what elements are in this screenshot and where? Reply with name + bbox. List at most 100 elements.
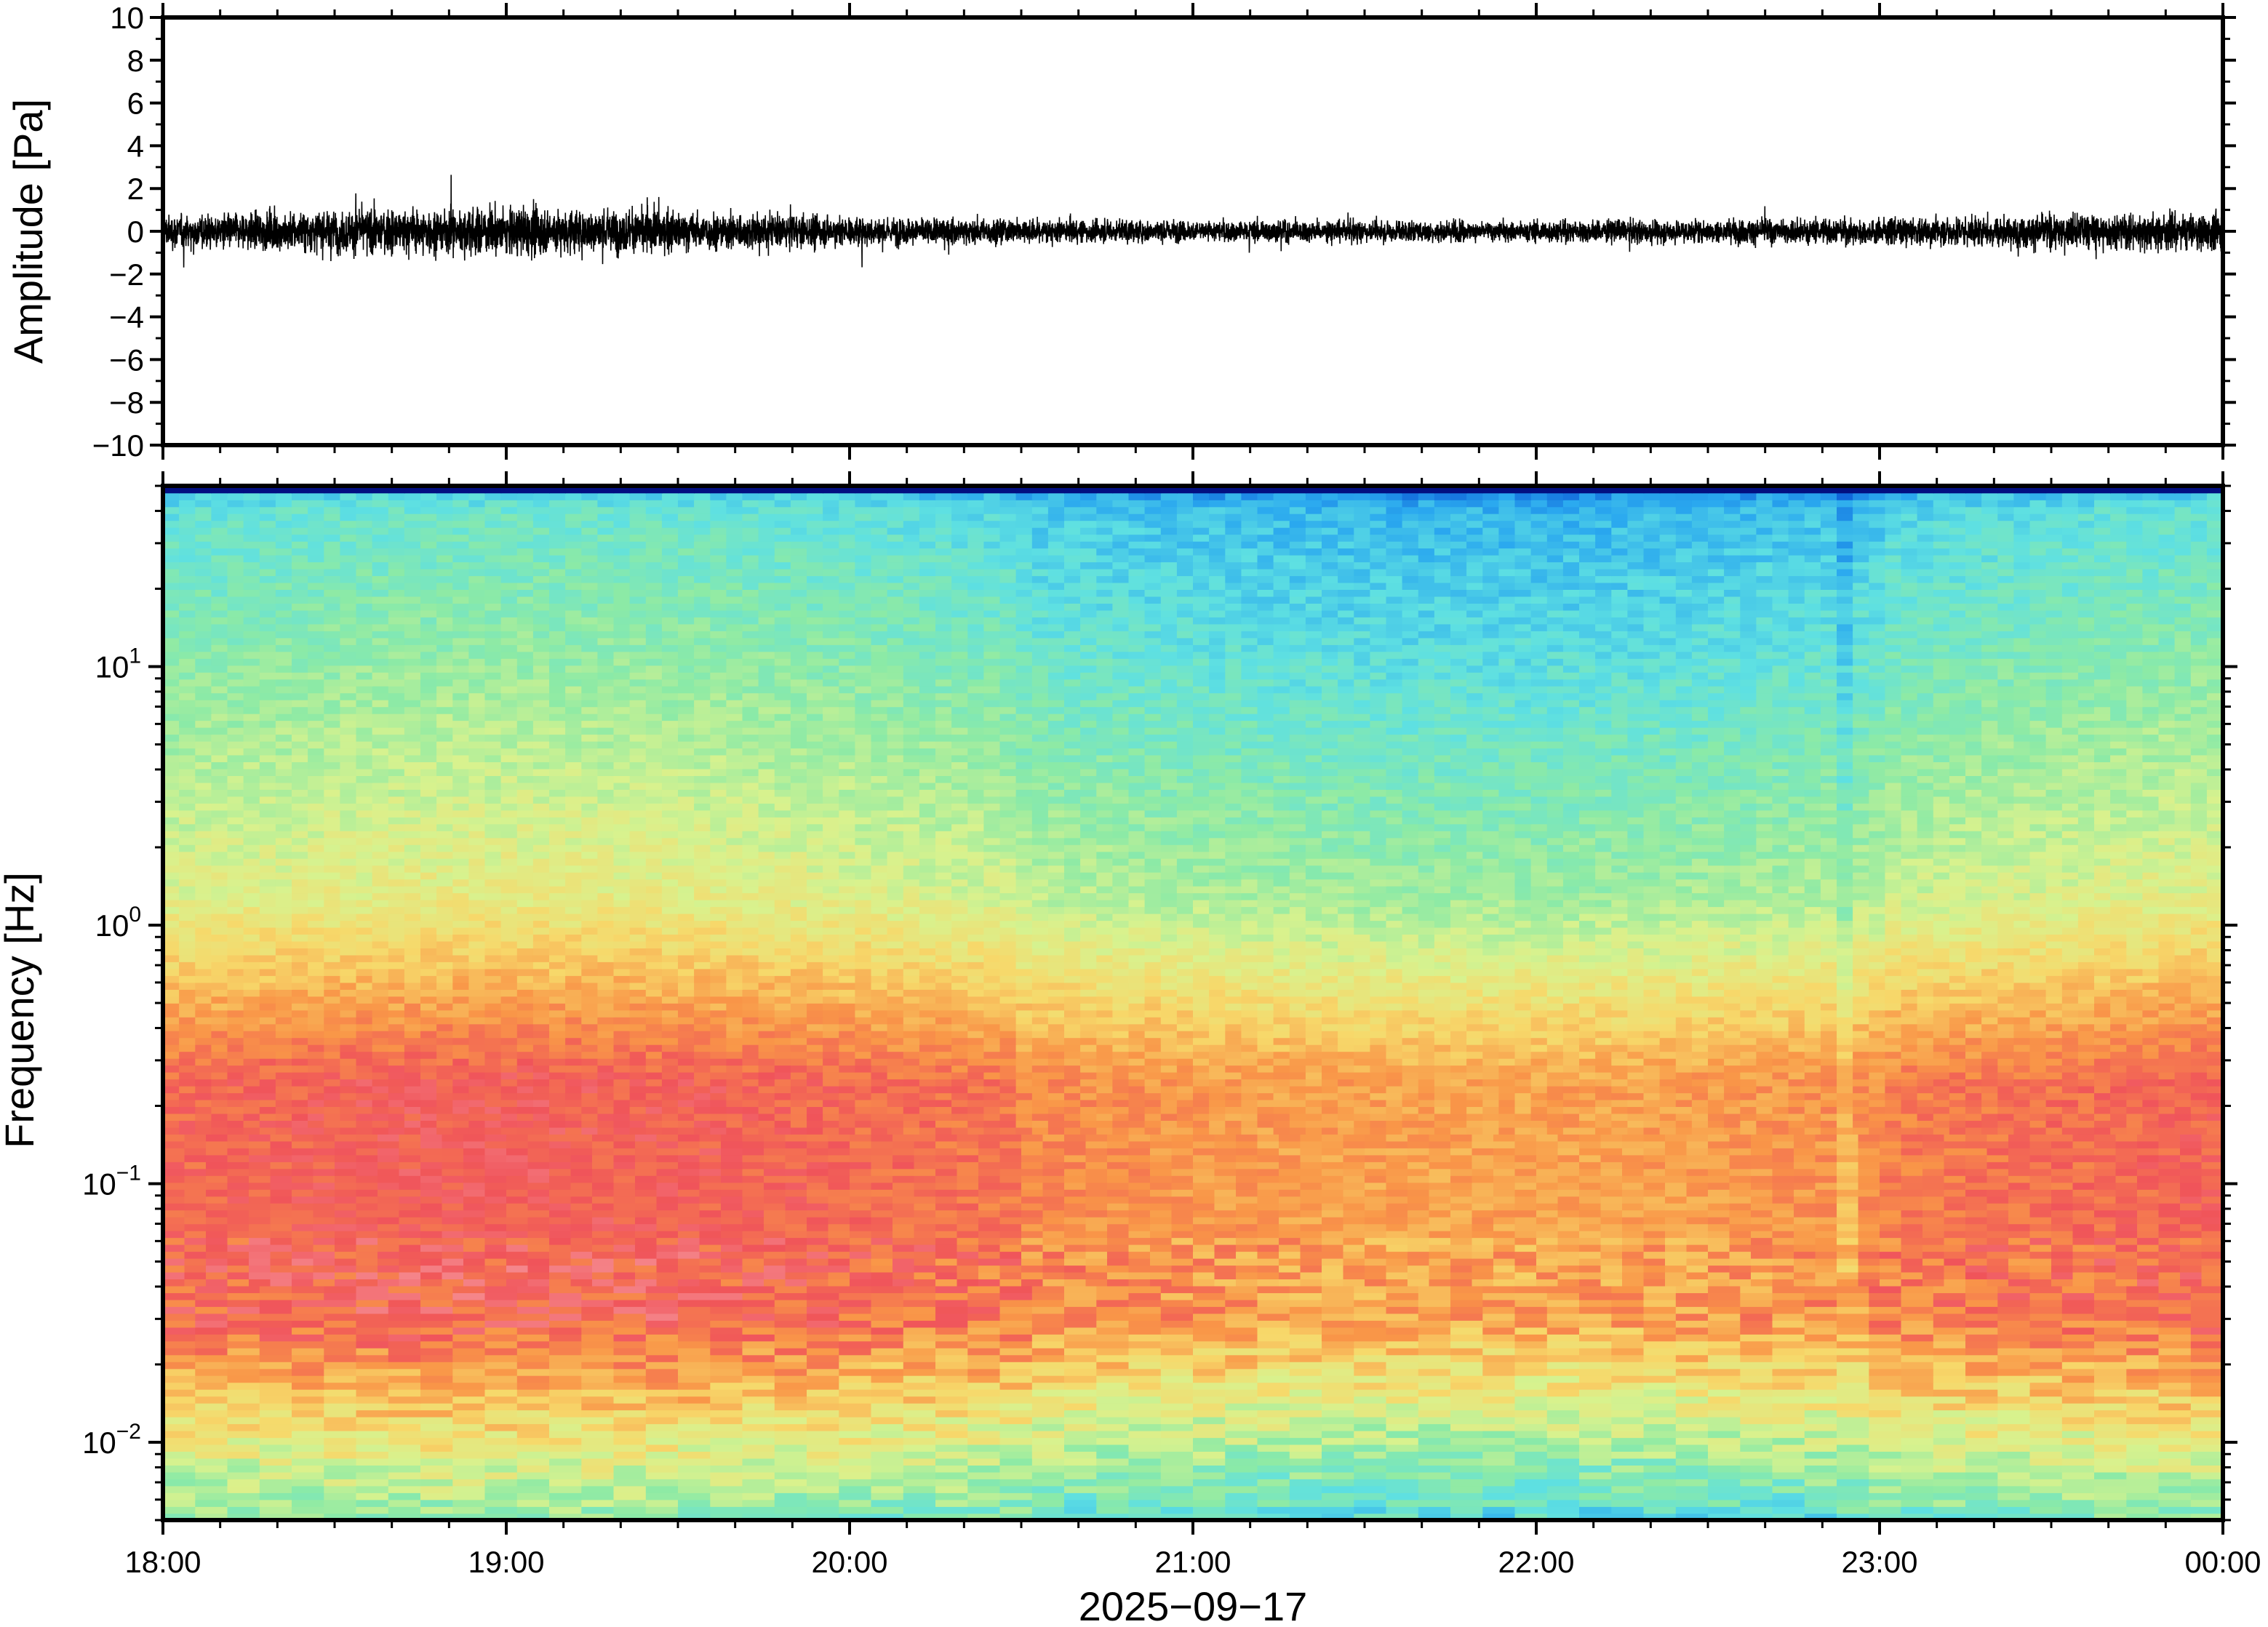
spectrogram-cell [1579,1175,1601,1183]
spectrogram-cell [1740,1327,1773,1335]
spectrogram-cell [1386,1458,1419,1466]
spectrogram-cell [1579,1500,1612,1507]
spectrogram-cell [2159,1320,2192,1327]
spectrogram-cell [935,1389,968,1396]
spectrogram-cell [700,1217,722,1224]
spectrogram-cell [1997,1500,2030,1507]
spectrogram-cell [2126,1327,2159,1335]
spectrogram-cell [2094,1327,2127,1335]
spectrogram-cell [1933,1314,1966,1321]
spectrogram-cell [1579,1396,1612,1403]
spectrogram-cell [1515,1292,1548,1300]
spectrogram-cell [314,1237,335,1244]
spectrogram-cell [807,1368,839,1375]
spectrogram-cell [2180,1162,2202,1169]
spectrogram-cell [292,1451,324,1458]
spectrogram-cell [1064,1486,1097,1493]
spectrogram-cell [1965,1114,1982,1121]
spectrogram-cell [1579,1292,1612,1300]
spectrogram-cell [163,1183,185,1190]
spectrogram-cell [1515,1175,1537,1183]
spectrogram-cell [420,1196,442,1203]
spectrogram-cell [308,1100,324,1107]
spectrogram-cell [2094,1437,2127,1444]
spectrogram-cell [1949,1120,1966,1127]
spectrogram-cell [1482,1444,1515,1452]
spectrogram-cell [828,1148,850,1155]
spectrogram-cell [1665,1169,1687,1176]
spectrogram-cell [1236,1148,1258,1155]
spectrogram-cell [646,1437,679,1444]
spectrogram-cell [1773,1451,1805,1458]
spectrogram-cell [420,1431,453,1438]
spectrogram-cell [506,1217,528,1224]
spectrogram-cell [1837,1334,1869,1341]
spectrogram-cell [571,1203,593,1210]
spectrogram-cell [163,1410,196,1417]
spectrogram-cell [983,1114,1000,1121]
spectrogram-cell [292,1479,324,1486]
spectrogram-cell [1365,1251,1386,1258]
spectrogram-cell [614,1403,647,1410]
spectrogram-cell [1172,1183,1194,1190]
spectrogram-cell [571,1183,593,1190]
spectrogram-cell [1579,1134,1601,1141]
spectrogram-cell [2191,1437,2224,1444]
spectrogram-cell [1773,1382,1805,1389]
spectrogram-cell [1386,1396,1419,1403]
spectrogram-cell [206,1251,228,1258]
spectrogram-cell [1773,1306,1805,1314]
spectrogram-cell [335,1217,356,1224]
spectrogram-cell [1161,1451,1194,1458]
spectrogram-cell [292,1265,314,1272]
spectrogram-cell [646,1506,679,1514]
spectrogram-cell [1000,1362,1033,1369]
spectrogram-cell [1933,1458,1966,1466]
spectrogram-cell [1880,1223,1901,1231]
spectrogram-cell [2191,1486,2224,1493]
spectrogram-cell [1064,1134,1086,1141]
spectrogram-cell [581,1472,614,1479]
spectrogram-cell [1086,1169,1108,1176]
spectrogram-cell [452,1286,485,1293]
spectrogram-cell [528,1258,550,1266]
spectrogram-cell [163,1155,185,1162]
spectrogram-cell [743,1106,759,1114]
spectrogram-cell [935,1134,957,1141]
spectrogram-cell [1794,1265,1816,1272]
spectrogram-cell [1965,1141,1987,1148]
spectrogram-cell [1161,1492,1194,1500]
spectrogram-cell [1665,1134,1687,1141]
spectrogram-cell [1708,1410,1741,1417]
spectrogram-cell [1225,1320,1258,1327]
spectrogram-cell [2094,1314,2127,1321]
spectrogram-cell [1418,1458,1451,1466]
spectrogram-cell [967,1292,1000,1300]
spectrogram-cell [1730,1265,1752,1272]
spectrogram-cell [1901,1120,1918,1127]
spectrogram-cell [2110,1127,2127,1135]
spectrogram-cell [2175,1106,2192,1114]
spectrogram-cell [356,1141,378,1148]
spectrogram-cell [452,1472,485,1479]
spectrogram-cell [775,1431,807,1438]
spectrogram-cell [356,1375,389,1383]
spectrogram-cell [1708,1451,1741,1458]
spectrogram-cell [1225,1410,1258,1417]
spectrogram-cell [1386,1341,1419,1348]
spectrogram-cell [2159,1444,2192,1452]
spectrogram-cell [1000,1355,1033,1362]
spectrogram-cell [1258,1506,1290,1514]
spectrogram-cell [1450,1210,1472,1217]
spectrogram-cell [335,1244,356,1252]
spectrogram-cell [1172,1258,1194,1266]
spectrogram-cell [1547,1300,1580,1307]
spectrogram-cell [1096,1355,1129,1362]
spectrogram-cell [1322,1210,1343,1217]
spectrogram-cell [442,1148,464,1155]
spectrogram-cell [839,1444,871,1452]
spectrogram-cell [1837,1479,1869,1486]
spectrogram-cell [452,1106,469,1114]
spectrogram-cell [914,1244,936,1252]
spectrogram-cell [356,1334,389,1341]
